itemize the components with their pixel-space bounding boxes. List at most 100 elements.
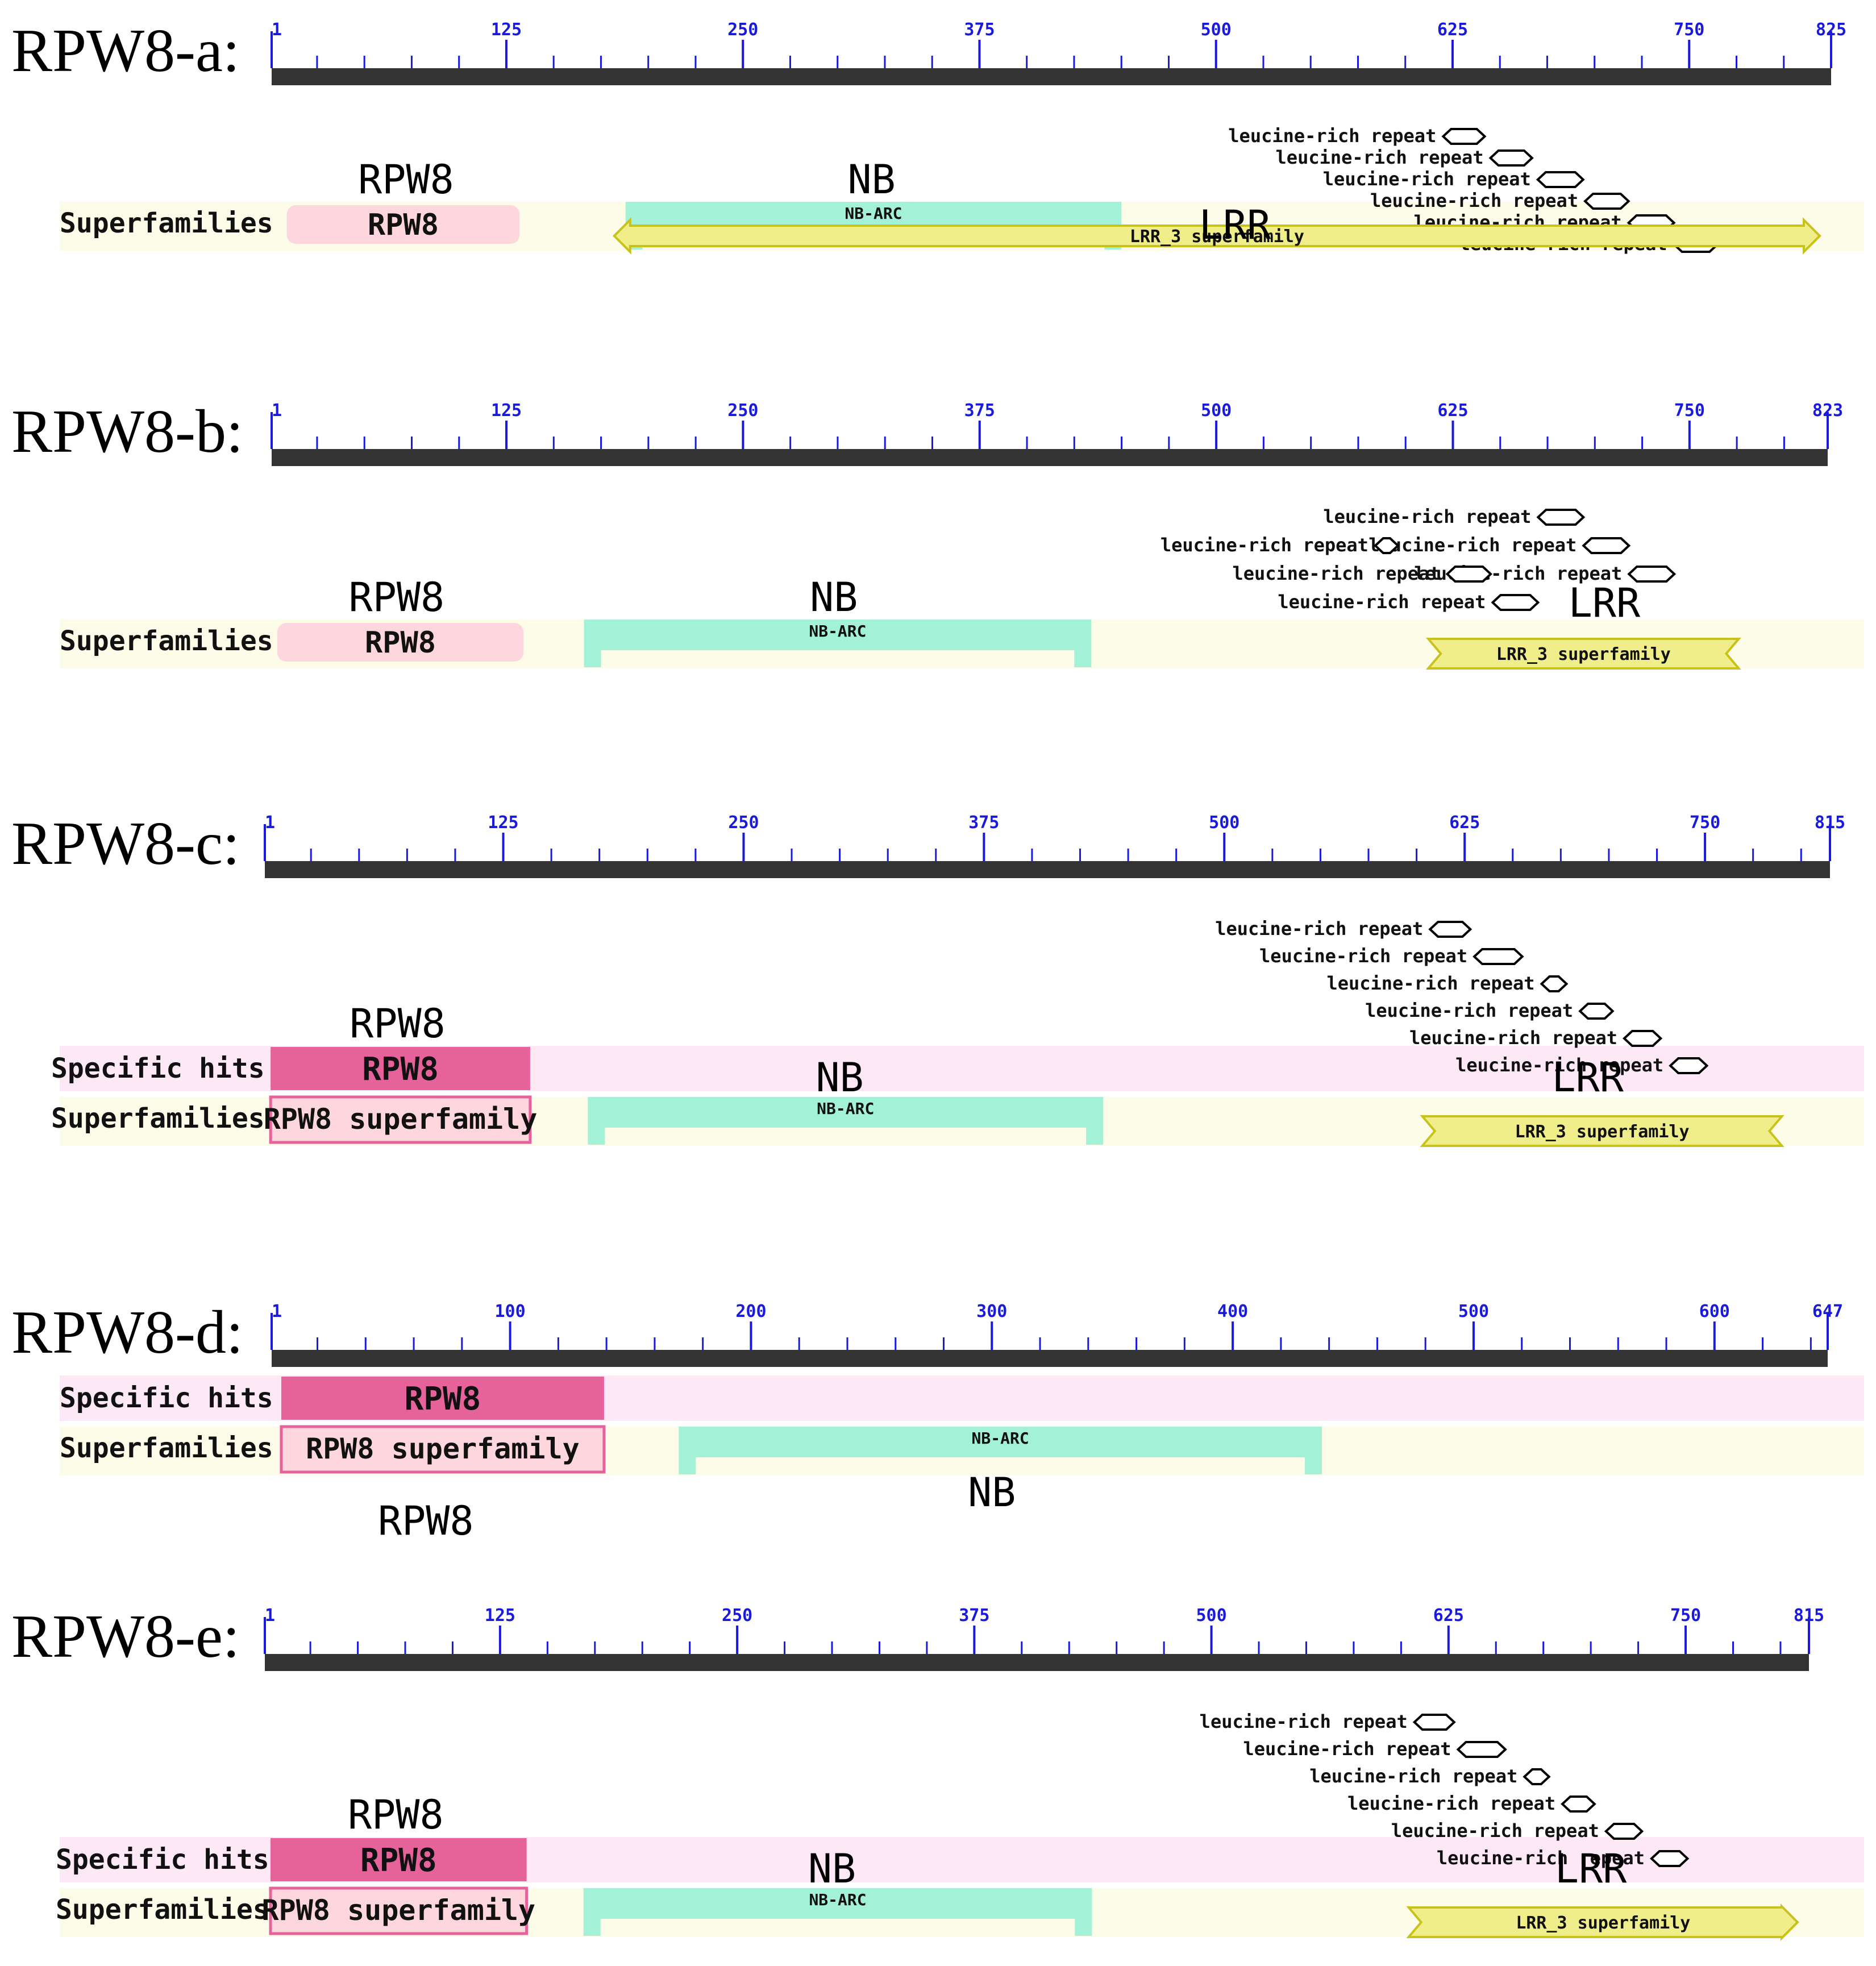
domain-annotation-nb: NB — [816, 1054, 863, 1101]
rpw8-superfamily-label: RPW8 superfamily — [306, 1432, 580, 1465]
nb-arc-label: NB-ARC — [809, 1890, 866, 1909]
axis-tick-label: 600 — [1699, 1302, 1730, 1321]
leucine-rich-repeat-marker — [1669, 1057, 1709, 1074]
axis-tick-label: 750 — [1674, 20, 1704, 40]
lrr3-superfamily-domain — [612, 217, 1821, 255]
leucine-rich-repeat-marker — [1578, 1003, 1615, 1020]
leucine-rich-repeat-marker — [1650, 1850, 1690, 1867]
axis-tick-label: 500 — [1458, 1302, 1489, 1321]
leucine-rich-repeat-marker — [1456, 1741, 1507, 1758]
leucine-rich-repeat-marker — [1373, 537, 1400, 554]
superfamilies-track-label: Superfamilies — [60, 1432, 273, 1464]
sequence-axis-bar — [265, 1654, 1809, 1671]
domain-annotation-rpw8: RPW8 — [349, 574, 445, 621]
specific-hits-track-label: Specific hits — [51, 1053, 265, 1084]
axis-tick-label: 375 — [964, 401, 995, 421]
lrr3-superfamily-label: LRR_3 superfamily — [1515, 1122, 1690, 1142]
lrr3-superfamily-label: LRR_3 superfamily — [1516, 1913, 1690, 1933]
leucine-rich-repeat-marker — [1445, 566, 1493, 583]
axis-tick-label: 625 — [1433, 1606, 1464, 1626]
domain-annotation-nb: NB — [810, 574, 858, 621]
leucine-rich-repeat-label: leucine-rich repeat — [1278, 591, 1486, 613]
rpw8-superfamily-domain — [269, 1886, 529, 1935]
lrr3-superfamily-domain — [1406, 1903, 1799, 1941]
nb-arc-domain — [679, 1427, 1322, 1474]
leucine-rich-repeat-marker — [1536, 171, 1585, 188]
nb-arc-label: NB-ARC — [817, 1099, 874, 1118]
leucine-rich-repeat-marker — [1523, 1768, 1551, 1785]
superfamilies-track-label: Superfamilies — [60, 207, 273, 239]
rpw8-specific-hit-label: RPW8 — [362, 1051, 439, 1088]
nb-arc-domain — [588, 1097, 1104, 1145]
domain-annotation-lrr: LRR — [1569, 580, 1641, 626]
leucine-rich-repeat-label: leucine-rich repeat — [1326, 972, 1534, 994]
leucine-rich-repeat-marker — [1623, 1030, 1663, 1047]
domain-annotation-lrr: LRR — [1199, 202, 1271, 248]
axis-tick-label: 200 — [735, 1302, 766, 1321]
rpw8-specific-hit — [271, 1838, 527, 1881]
axis-tick-label: 375 — [959, 1606, 989, 1626]
domain-annotation-rpw8: RPW8 — [358, 156, 454, 203]
leucine-rich-repeat-marker — [1488, 149, 1534, 167]
nb-arc-label: NB-ARC — [845, 204, 902, 223]
superfamilies-track-label: Superfamilies — [60, 625, 273, 657]
protein-name: RPW8-b: — [11, 398, 243, 465]
axis-tick-label: 500 — [1196, 1606, 1226, 1626]
rpw8-domain-label: RPW8 — [365, 626, 436, 660]
rpw8-superfamily-label: RPW8 superfamily — [264, 1103, 538, 1136]
leucine-rich-repeat-label: leucine-rich repeat — [1368, 534, 1576, 556]
leucine-rich-repeat-label: leucine-rich repeat — [1160, 534, 1368, 556]
domain-annotation-rpw8: RPW8 — [348, 1792, 444, 1838]
axis-tick-label: 100 — [495, 1302, 526, 1321]
axis-tick-label: 300 — [976, 1302, 1007, 1321]
rpw8-specific-hit-label: RPW8 — [360, 1842, 437, 1879]
axis-tick-label: 625 — [1437, 401, 1468, 421]
leucine-rich-repeat-marker — [1582, 537, 1631, 554]
leucine-rich-repeat-label: leucine-rich repeat — [1309, 1765, 1517, 1787]
axis-tick-label: 1 — [265, 1606, 275, 1626]
leucine-rich-repeat-label: leucine-rich repeat — [1365, 1000, 1573, 1021]
domain-annotation-rpw8: RPW8 — [378, 1498, 474, 1544]
axis-tick-label: 647 — [1812, 1302, 1843, 1321]
leucine-rich-repeat-label: leucine-rich repeat — [1243, 1738, 1451, 1760]
protein-name: RPW8-a: — [11, 17, 240, 85]
sequence-axis-bar — [272, 68, 1831, 85]
leucine-rich-repeat-label: leucine-rich repeat — [1437, 1847, 1645, 1869]
leucine-rich-repeat-label: leucine-rich repeat — [1232, 563, 1440, 584]
axis-tick-label: 1 — [272, 20, 282, 40]
domain-annotation-lrr: LRR — [1551, 1054, 1624, 1101]
specific-hits-track-label: Specific hits — [56, 1844, 269, 1876]
protein-panel-a: RPW8-a: 1 125 250 375 500 625 750 825 Superfamili… — [11, 17, 1864, 255]
rpw8-domain-label: RPW8 — [368, 208, 439, 242]
axis-tick-label: 750 — [1674, 401, 1705, 421]
axis-tick-label: 815 — [1815, 813, 1845, 833]
axis-tick-label: 1 — [272, 1302, 282, 1321]
rpw8-specific-hit-label: RPW8 — [404, 1381, 481, 1418]
leucine-rich-repeat-label: leucine-rich repeat — [1323, 168, 1531, 190]
lrr3-superfamily-label: LRR_3 superfamily — [1130, 227, 1304, 247]
protein-name: RPW8-e: — [11, 1603, 240, 1670]
domain-annotation-rpw8: RPW8 — [350, 1000, 446, 1047]
leucine-rich-repeat-label: leucine-rich repeat — [1391, 1820, 1599, 1842]
leucine-rich-repeat-label: leucine-rich repeat — [1323, 506, 1531, 527]
leucine-rich-repeat-marker — [1491, 594, 1540, 611]
axis-tick-label: 250 — [727, 20, 758, 40]
superfamilies-track-label: Superfamilies — [51, 1103, 265, 1134]
nb-arc-domain — [584, 620, 1092, 667]
sequence-axis-bar — [272, 1350, 1828, 1367]
leucine-rich-repeat-label: leucine-rich repeat — [1276, 147, 1484, 168]
rpw8-superfamily-domain — [280, 1425, 606, 1474]
superfamilies-track-label: Superfamilies — [56, 1894, 269, 1926]
axis-tick-label: 825 — [1816, 20, 1846, 40]
protein-panel-b: RPW8-b: 1 125 250 375 500 625 750 823 Superfamili… — [11, 398, 1864, 670]
lrr3-superfamily-domain — [1425, 638, 1741, 670]
rpw8-specific-hit — [271, 1047, 530, 1090]
leucine-rich-repeat-label: leucine-rich repeat — [1228, 125, 1436, 147]
axis-tick-label: 125 — [488, 813, 518, 833]
axis-tick-label: 500 — [1201, 401, 1232, 421]
axis-tick-label: 815 — [1794, 1606, 1824, 1626]
leucine-rich-repeat-marker — [1412, 1714, 1456, 1731]
nb-arc-domain — [583, 1888, 1092, 1936]
axis-tick-label: 1 — [265, 813, 275, 833]
